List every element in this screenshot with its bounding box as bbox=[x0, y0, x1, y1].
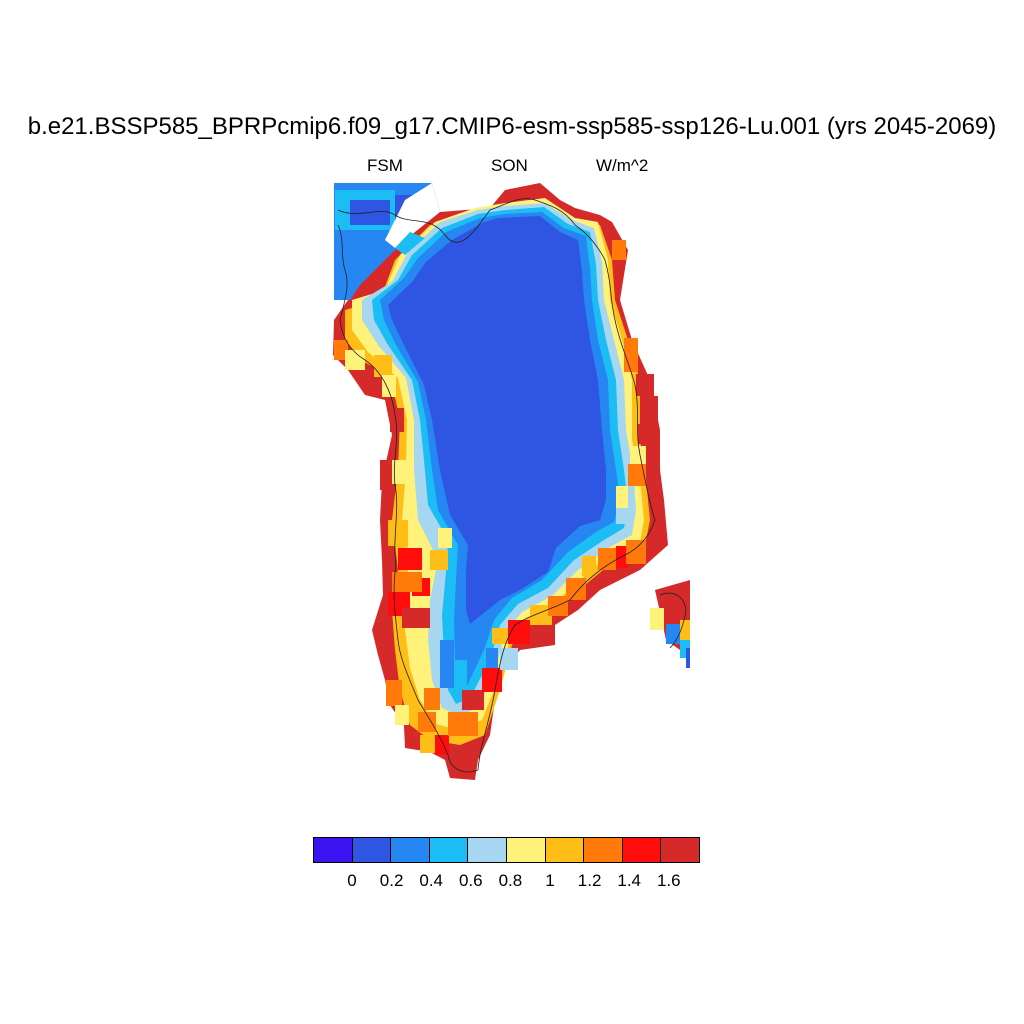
coastline bbox=[337, 198, 687, 773]
grid-cell bbox=[388, 520, 408, 546]
grid-cell bbox=[386, 680, 402, 706]
grid-cell bbox=[390, 408, 404, 432]
colorbar-tick-label: 1.4 bbox=[617, 871, 642, 890]
grid-cell bbox=[666, 624, 680, 644]
colorbar-tick-label: 0.8 bbox=[498, 871, 523, 890]
grid-cell bbox=[638, 424, 656, 444]
grid-cell bbox=[402, 608, 430, 628]
grid-cell bbox=[345, 350, 365, 370]
colorbar-box bbox=[505, 837, 546, 863]
colorbar bbox=[313, 837, 700, 863]
grid-cell bbox=[616, 508, 634, 524]
grid-cell bbox=[636, 374, 654, 396]
grid-cell bbox=[392, 460, 406, 484]
grid-cell bbox=[616, 546, 628, 568]
season-label: SON bbox=[491, 156, 528, 175]
coastline-segment bbox=[659, 592, 687, 649]
grid-cell bbox=[616, 486, 628, 508]
colorbar-box bbox=[390, 837, 430, 863]
grid-region bbox=[385, 183, 440, 248]
grid-cell bbox=[334, 340, 348, 360]
grid-region bbox=[395, 232, 425, 255]
colorbar-tick-label: 1.2 bbox=[577, 871, 602, 890]
colorbar-box bbox=[583, 837, 623, 863]
grid-cell bbox=[455, 660, 467, 690]
coastline-segment bbox=[477, 554, 626, 771]
grid-cell bbox=[650, 608, 664, 630]
grid-cell bbox=[686, 648, 690, 668]
grid-cell bbox=[430, 550, 448, 570]
grid-cell bbox=[380, 460, 392, 490]
grid-cell bbox=[438, 528, 452, 548]
grid-cell bbox=[626, 540, 646, 564]
grid-cell bbox=[486, 648, 498, 668]
grid-cell bbox=[382, 375, 396, 397]
grid-cell bbox=[440, 640, 454, 688]
units-label: W/m^2 bbox=[596, 156, 649, 175]
grid-cell bbox=[508, 620, 530, 644]
grid-cell bbox=[374, 355, 392, 377]
colorbar-box bbox=[351, 837, 392, 863]
coastline-segment bbox=[337, 224, 348, 321]
grid-cell bbox=[548, 596, 568, 616]
grid-cell bbox=[395, 705, 409, 725]
colorbar-box bbox=[660, 837, 700, 863]
grid-cell bbox=[424, 688, 440, 710]
grid-cell bbox=[492, 628, 508, 644]
grid-cell bbox=[482, 668, 502, 692]
grid-cell bbox=[612, 240, 626, 260]
grid-cell bbox=[448, 712, 478, 736]
coastline-segment bbox=[604, 259, 656, 556]
grid-cell bbox=[398, 548, 422, 570]
colorbar-tick-label: 0.4 bbox=[419, 871, 444, 890]
grid-cell bbox=[418, 712, 436, 732]
grid-cell bbox=[462, 690, 484, 710]
coastline-segment bbox=[337, 198, 606, 261]
grid-cell bbox=[624, 338, 638, 372]
colorbar-box bbox=[467, 837, 507, 863]
grid-cell bbox=[598, 548, 616, 570]
grid-cell bbox=[680, 640, 690, 658]
colorbar-box bbox=[428, 837, 469, 863]
grid-cells bbox=[333, 183, 690, 780]
colorbar-box bbox=[621, 837, 662, 863]
colorbar-tick-label: 0.6 bbox=[458, 871, 483, 890]
grid-region bbox=[388, 216, 606, 624]
colorbar-tick-label: 1.6 bbox=[656, 871, 681, 890]
grid-cell bbox=[392, 572, 422, 592]
variable-label: FSM bbox=[367, 156, 403, 175]
colorbar-tick-label: 1 bbox=[545, 871, 555, 890]
grid-cell bbox=[630, 446, 646, 466]
grid-cell bbox=[680, 620, 690, 640]
colorbar-box bbox=[544, 837, 585, 863]
coastline-segment bbox=[339, 319, 479, 773]
grid-cell bbox=[566, 578, 586, 600]
plot-title: b.e21.BSSP585_BPRPcmip6.f09_g17.CMIP6-es… bbox=[27, 113, 997, 140]
colorbar-box bbox=[313, 837, 353, 863]
grid-cell bbox=[628, 464, 646, 486]
colorbar-tick-label: 0.2 bbox=[379, 871, 404, 890]
colorbar-tick-label: 0 bbox=[347, 871, 357, 890]
grid-cell bbox=[500, 648, 518, 670]
grid-cell bbox=[582, 556, 596, 576]
grid-cell bbox=[644, 396, 658, 422]
